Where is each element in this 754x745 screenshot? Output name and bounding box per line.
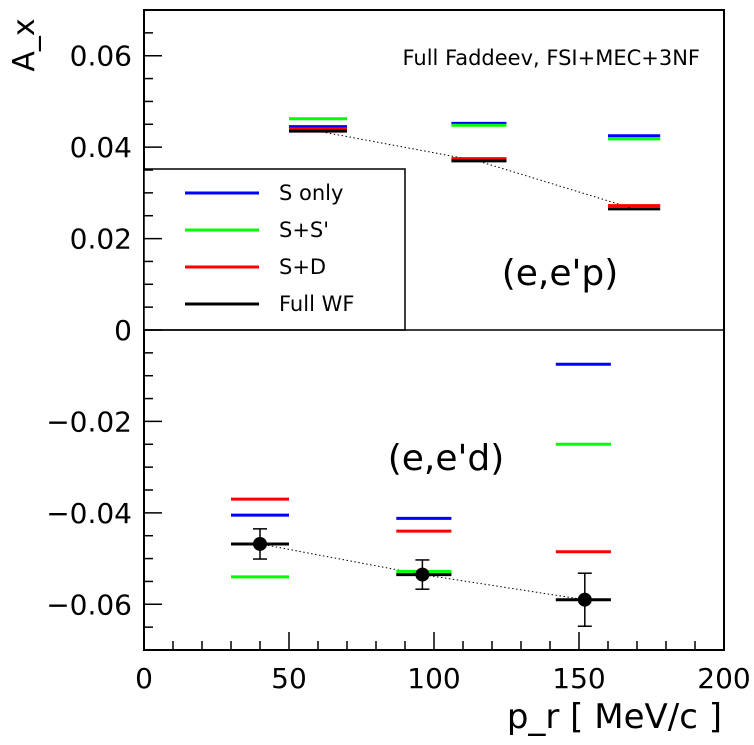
- legend-label-full-wf: Full WF: [279, 292, 354, 316]
- annotation-eed: (e,e'd): [388, 438, 505, 479]
- y-tick-label-3: 0: [114, 314, 132, 347]
- y-tick-label-4: 0.02: [70, 223, 132, 256]
- y-tick-label-2: −0.02: [46, 405, 132, 438]
- y-tick-label-1: −0.04: [46, 497, 132, 530]
- data-point-2: [577, 592, 592, 607]
- x-tick-label-2: 100: [407, 662, 460, 695]
- legend: S only S+S' S+D Full WF: [185, 181, 354, 316]
- legend-label-s-d: S+D: [279, 255, 326, 279]
- y-tick-label-5: 0.04: [70, 131, 132, 164]
- legend-label-s-only: S only: [279, 181, 343, 205]
- x-tick-label-3: 150: [552, 662, 605, 695]
- x-tick-label-1: 50: [271, 662, 307, 695]
- y-tick-label-6: 0.06: [70, 40, 132, 73]
- chart-marks: [144, 117, 724, 627]
- legend-box: [143, 168, 406, 331]
- x-tick-label-0: 0: [135, 662, 153, 695]
- y-axis-title: A_x: [7, 18, 42, 71]
- axis-ticks: 0 50 100 150 200 −0.06 −0.04 −0.02 0 0.02 0.04 0.06: [46, 9, 751, 695]
- chart-title: Full Faddeev, FSI+MEC+3NF: [402, 46, 700, 70]
- legend-label-s-sprime: S+S': [279, 218, 329, 242]
- data-point-0: [253, 536, 267, 551]
- annotation-eep: (e,e'p): [502, 253, 619, 294]
- data-point-1: [415, 567, 430, 582]
- x-axis-title: p_r [ MeV/c ]: [507, 697, 722, 737]
- x-tick-label-4: 200: [697, 662, 750, 695]
- y-tick-label-0: −0.06: [46, 588, 132, 621]
